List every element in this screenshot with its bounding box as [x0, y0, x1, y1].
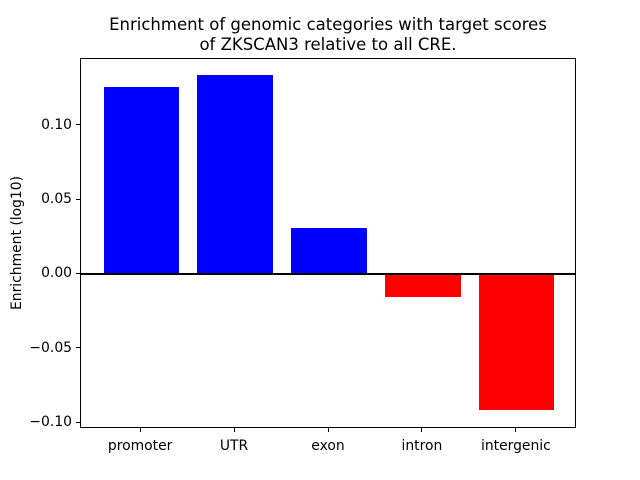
x-tick-mark: [233, 428, 235, 432]
x-tick-label-exon: exon: [311, 438, 345, 454]
y-axis-label: Enrichment (log10): [9, 175, 25, 311]
x-tick-mark: [421, 428, 423, 432]
x-tick-mark: [139, 428, 141, 432]
bar-exon: [291, 228, 367, 275]
bar-intergenic: [479, 274, 555, 410]
bar-UTR: [197, 75, 273, 275]
zero-line: [81, 273, 575, 276]
x-tick-label-intergenic: intergenic: [480, 438, 551, 454]
bar-intron: [385, 274, 461, 297]
y-tick-label: −0.05: [29, 339, 72, 356]
bar-promoter: [103, 87, 179, 275]
y-tick-label: 0.05: [41, 191, 72, 208]
x-tick-label-intron: intron: [401, 438, 443, 454]
y-tick-label: 0.10: [41, 116, 72, 133]
y-tick-mark: [76, 124, 80, 126]
x-tick-mark: [515, 428, 517, 432]
chart-title-line1: Enrichment of genomic categories with ta…: [109, 15, 547, 34]
chart-title: Enrichment of genomic categories with ta…: [80, 15, 576, 54]
y-tick-mark: [76, 198, 80, 200]
y-tick-label: 0.00: [41, 265, 72, 282]
y-tick-label: −0.10: [29, 414, 72, 431]
y-tick-mark: [76, 347, 80, 349]
chart-title-line2: of ZKSCAN3 relative to all CRE.: [199, 34, 457, 54]
plot-area: [80, 58, 576, 428]
x-tick-label-UTR: UTR: [219, 438, 249, 454]
y-tick-mark: [76, 421, 80, 423]
x-tick-label-promoter: promoter: [107, 438, 173, 454]
x-tick-mark: [327, 428, 329, 432]
y-tick-mark: [76, 272, 80, 274]
